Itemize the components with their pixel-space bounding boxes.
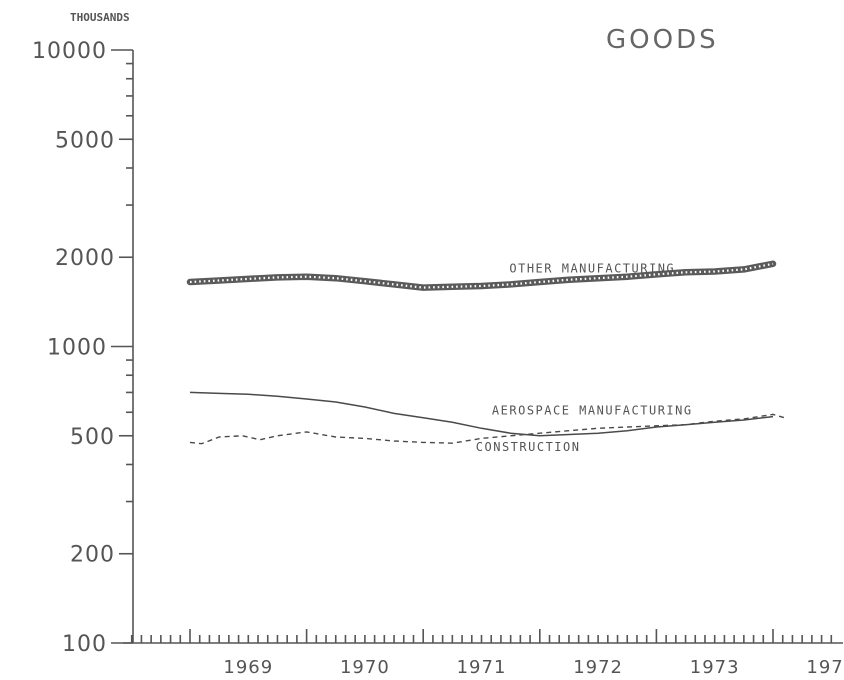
annotation-aerospace-manufacturing: AEROSPACE MANUFACTURING [492,403,693,417]
x-axis: 1969 1970 1971 1972 1973 1974 [130,629,844,678]
annotations: OTHER MANUFACTURING AEROSPACE MANUFACTURI… [476,261,693,454]
y-tick-label: 10000 [32,39,107,64]
y-tick-label: 500 [70,425,115,450]
x-tick-label: 1971 [457,657,507,678]
y-axis: 10000 5000 2000 1000 500 200 100 [32,39,133,657]
y-tick-label: 2000 [55,246,115,271]
x-tick-label: 1973 [690,657,740,678]
x-tick-label: 1974 [806,657,844,678]
y-tick-label: 5000 [55,128,115,153]
annotation-construction: CONSTRUCTION [476,440,581,454]
x-tick-label: 1969 [223,657,273,678]
x-tick-label: 1970 [340,657,390,678]
annotation-other-manufacturing: OTHER MANUFACTURING [509,261,675,275]
series-other-manufacturing-line-hatch [189,262,774,289]
series-construction-line [189,413,785,445]
y-tick-label: 100 [62,632,107,657]
x-tick-label: 1972 [573,657,623,678]
series-layer [186,260,785,445]
y-tick-label: 1000 [47,336,107,361]
chart-title: GOODS [606,25,719,55]
y-unit-label: THOUSANDS [70,11,130,24]
y-tick-label: 200 [70,543,115,568]
series-other-manufacturing-line [186,260,777,291]
